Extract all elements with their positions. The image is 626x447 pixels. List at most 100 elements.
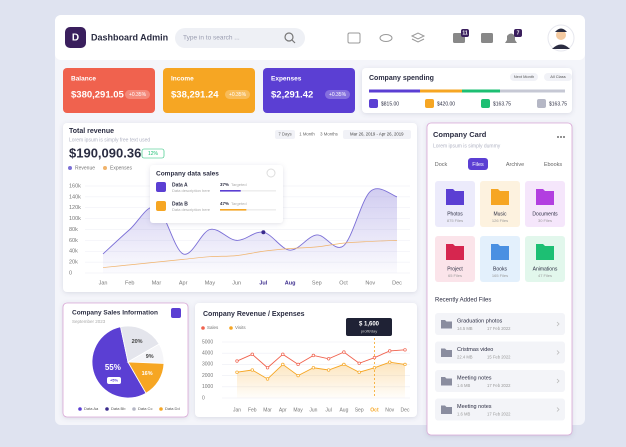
- point: [357, 361, 361, 365]
- folder-icon: [536, 189, 554, 205]
- contact-icon[interactable]: [481, 33, 493, 43]
- filter-label[interactable]: All Class: [550, 74, 566, 79]
- range-tab[interactable]: [275, 130, 295, 139]
- x-tick-label: Aug: [339, 407, 348, 413]
- legend-dot: [78, 407, 82, 411]
- layers-icon[interactable]: [410, 32, 426, 43]
- filter-label[interactable]: Next Month: [514, 74, 534, 79]
- point: [311, 353, 316, 358]
- x-tick-label: Mar: [263, 407, 272, 413]
- tab[interactable]: Ebooks: [544, 162, 563, 168]
- point: [372, 356, 377, 360]
- active-tab[interactable]: [468, 158, 488, 170]
- spending-value: $163.75: [549, 101, 567, 107]
- folder-count: 30 Files: [538, 218, 552, 223]
- filter-pill[interactable]: [544, 73, 572, 81]
- x-tick-label: Dec: [401, 407, 410, 413]
- popup-close[interactable]: [266, 168, 276, 178]
- search-icon: [291, 39, 296, 44]
- folder-icon: [491, 189, 509, 205]
- point: [296, 362, 300, 367]
- tab[interactable]: Dock: [435, 162, 448, 168]
- file-row[interactable]: [435, 341, 565, 364]
- x-tick-label: Nov: [385, 407, 394, 413]
- file-icon: [441, 348, 452, 357]
- tab[interactable]: Archive: [506, 162, 524, 168]
- point: [311, 366, 316, 370]
- file-name: Meeting notes: [457, 404, 492, 410]
- spending-icon: [481, 99, 490, 108]
- file-row[interactable]: [435, 370, 565, 392]
- y-tick-label: 5000: [202, 339, 213, 345]
- folder-icon: [446, 244, 464, 260]
- x-tick-label: Feb: [248, 407, 257, 413]
- date-picker[interactable]: [343, 130, 411, 139]
- pie-slice: [127, 361, 165, 394]
- tab[interactable]: Files: [472, 162, 484, 168]
- legend-dot: [229, 326, 233, 330]
- file-name: Graduation photos: [457, 318, 503, 324]
- range-label[interactable]: 1 Month: [299, 132, 315, 137]
- db-icon[interactable]: [379, 34, 393, 42]
- file-name: Cristmas video: [457, 347, 493, 353]
- x-tick-label: Feb: [125, 280, 134, 286]
- header-bar: [55, 15, 585, 60]
- point: [235, 359, 239, 363]
- stat-value: $38,291.24: [171, 90, 219, 101]
- search-icon: [284, 32, 294, 42]
- y-tick-label: 2000: [202, 373, 213, 379]
- folder-name: Project: [447, 266, 463, 272]
- point: [342, 362, 346, 367]
- avatar-body: [552, 44, 570, 49]
- file-row[interactable]: [435, 398, 565, 421]
- filter-pill[interactable]: [510, 73, 538, 81]
- legend-label: Data Bb: [111, 406, 126, 411]
- menu-dot[interactable]: [563, 136, 565, 138]
- stat-change: +0.35%: [329, 92, 347, 98]
- pie-slice: [91, 326, 147, 399]
- date-range[interactable]: Mar 26, 2019 - Apr 26, 2019: [350, 132, 404, 137]
- recent-title: Recently Added Files: [435, 298, 491, 304]
- window-icon[interactable]: [347, 32, 361, 44]
- y-tick-label: 0: [69, 270, 72, 276]
- data-name: Data A: [172, 182, 188, 188]
- chevron: [556, 321, 560, 327]
- file-size: 22.4 MB: [457, 355, 473, 360]
- point: [235, 370, 239, 374]
- range-label[interactable]: 3 Months: [320, 132, 338, 137]
- stat-label: Expenses: [271, 76, 302, 83]
- file-icon: [441, 405, 452, 414]
- data-desc: Data description here: [172, 207, 211, 212]
- y-tick-label: 80k: [69, 227, 78, 233]
- folder-count: 65 Files: [448, 273, 462, 278]
- y-tick-label: 140k: [69, 194, 81, 200]
- bell-icon[interactable]: [505, 33, 517, 44]
- point: [357, 370, 361, 374]
- file-name: Meeting notes: [457, 375, 492, 381]
- search-placeholder[interactable]: Type in to search ...: [183, 35, 240, 42]
- spending-value: $815.00: [381, 101, 399, 107]
- x-tick-label: Jul: [325, 407, 331, 413]
- menu-dot[interactable]: [557, 136, 559, 138]
- legend-label: Sales: [207, 325, 219, 330]
- slice-label: 9%: [146, 354, 154, 360]
- x-tick-label: Jan: [99, 280, 108, 286]
- point: [388, 360, 392, 364]
- content: D Dashboard Admin Type in to search ... 11 7…: [62, 29, 573, 436]
- menu-dot[interactable]: [560, 136, 562, 138]
- spending-icon: [369, 99, 378, 108]
- sales-menu[interactable]: [171, 308, 181, 318]
- folder-count: 165 Files: [492, 273, 508, 278]
- point: [265, 366, 270, 370]
- search-box[interactable]: [175, 28, 305, 48]
- badge: [514, 29, 522, 37]
- pie-slice: [120, 325, 160, 363]
- range-tab[interactable]: [297, 130, 317, 139]
- range-tab[interactable]: [319, 130, 339, 139]
- chevron: [556, 378, 560, 384]
- compare-title: Company Revenue / Expenses: [203, 311, 305, 318]
- range-label[interactable]: 7 Days: [278, 132, 291, 137]
- x-tick-label: May: [205, 280, 216, 286]
- file-row[interactable]: [435, 313, 565, 335]
